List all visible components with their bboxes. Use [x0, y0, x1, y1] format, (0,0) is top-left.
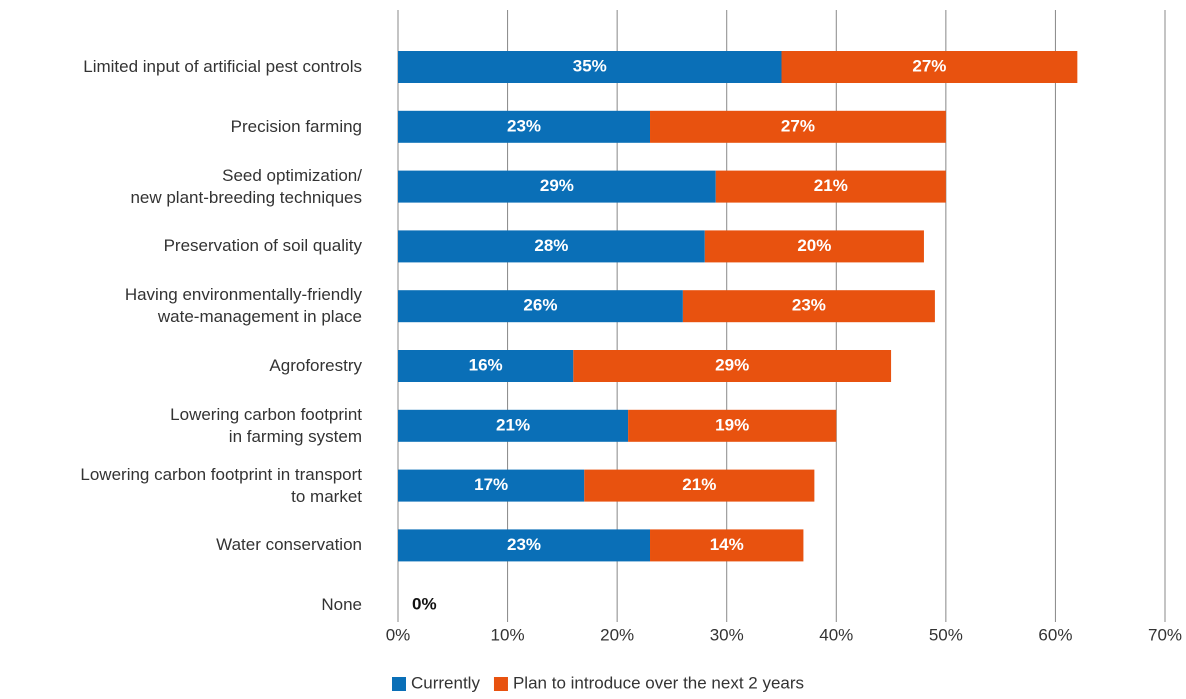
bar-segment [715, 170, 946, 203]
data-label: 21% [682, 475, 716, 494]
x-tick-label: 30% [710, 625, 744, 644]
legend-label: Plan to introduce over the next 2 years [513, 673, 804, 692]
bar-segment [781, 51, 1078, 83]
category-label: Agroforestry [269, 356, 362, 375]
legend-swatch [392, 677, 406, 691]
data-label: 19% [715, 415, 749, 434]
data-label: 20% [797, 236, 831, 255]
data-label: 23% [792, 296, 826, 315]
data-label: 0% [412, 595, 437, 614]
category-label: Limited input of artificial pest control… [83, 57, 362, 76]
data-label: 16% [469, 355, 503, 374]
x-tick-label: 50% [929, 625, 963, 644]
data-label: 17% [474, 475, 508, 494]
bar-segment [398, 350, 574, 382]
bar-segment [398, 230, 705, 263]
bar-segment [584, 469, 815, 502]
category-label: None [321, 595, 362, 615]
category-label: Preservation of soil quality [163, 236, 362, 256]
x-tick-label: 70% [1148, 625, 1182, 644]
legend-swatch [493, 677, 508, 691]
category-label: Having environmentally-friendly wate-man… [124, 285, 362, 327]
data-label: 21% [496, 415, 530, 434]
legend-label: Currently [411, 673, 480, 692]
bar-segment [682, 290, 935, 323]
bar-segment [650, 529, 804, 562]
data-label: 27% [781, 116, 815, 135]
x-tick-label: 40% [819, 625, 853, 644]
bar-segment [398, 170, 716, 203]
category-label: Water conservation [216, 535, 362, 555]
data-label: 26% [523, 296, 557, 315]
data-label: 14% [710, 535, 744, 554]
data-label: 27% [912, 56, 946, 75]
category-label: Lowering carbon footprint in transport t… [80, 464, 362, 506]
bar-segment [398, 469, 585, 502]
category-label: Seed optimization/ new plant-breeding te… [130, 165, 362, 207]
data-label: 29% [715, 355, 749, 374]
data-label: 21% [814, 176, 848, 195]
bar-segment [398, 529, 651, 562]
x-tick-label: 20% [600, 625, 634, 644]
category-label: Precision farming [230, 116, 362, 136]
bar-segment [398, 110, 651, 143]
data-label: 35% [573, 56, 607, 75]
x-tick-label: 10% [491, 625, 525, 644]
category-label: Lowering carbon footprint in farming sys… [170, 404, 362, 446]
bar-segment [398, 290, 683, 323]
bar-segment [573, 350, 892, 382]
data-label: 23% [507, 535, 541, 554]
x-tick-label: 60% [1038, 625, 1072, 644]
data-label: 23% [507, 116, 541, 135]
data-label: 29% [540, 176, 574, 195]
x-tick-label: 0% [386, 625, 411, 644]
bar-segment [650, 110, 946, 143]
bar-segment [398, 409, 629, 442]
bar-segment [704, 230, 924, 263]
bar-segment [398, 51, 782, 83]
bar-segment [628, 409, 837, 442]
data-label: 28% [534, 236, 568, 255]
